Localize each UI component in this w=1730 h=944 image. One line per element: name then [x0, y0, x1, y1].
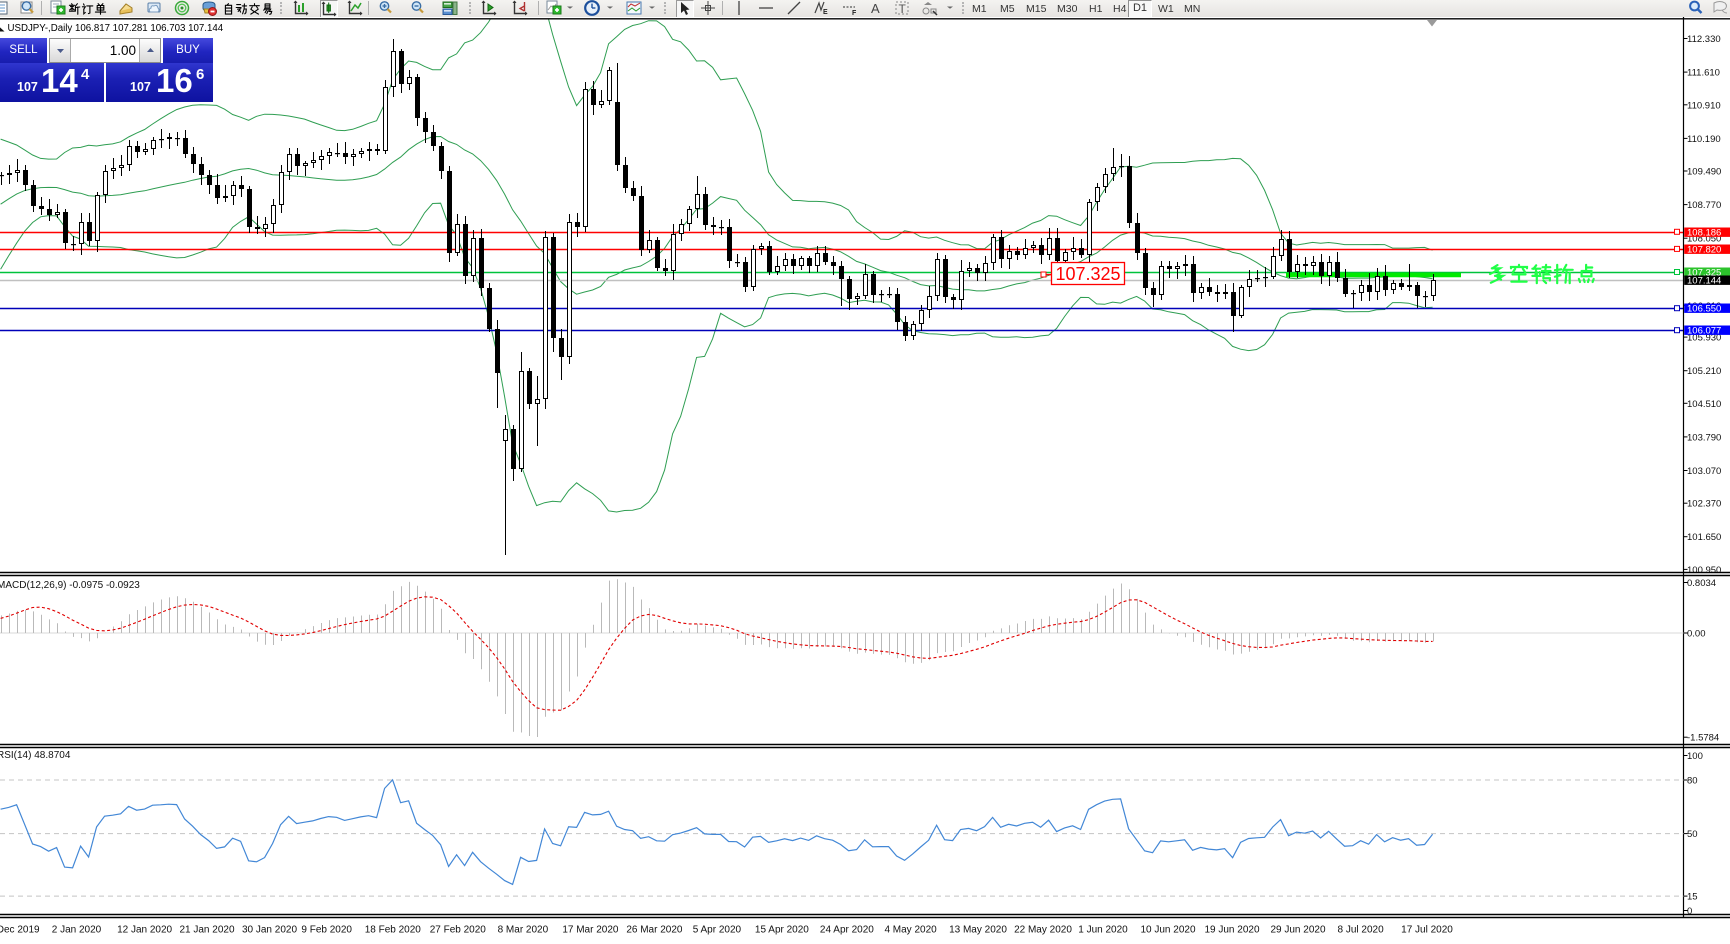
svg-text:29 Jun 2020: 29 Jun 2020 — [1270, 925, 1325, 936]
svg-text:24 Apr 2020: 24 Apr 2020 — [820, 925, 874, 936]
svg-text:27 Feb 2020: 27 Feb 2020 — [430, 925, 487, 936]
svg-text:111.610: 111.610 — [1687, 68, 1720, 79]
svg-text:100: 100 — [1687, 751, 1703, 762]
svg-text:4 May 2020: 4 May 2020 — [884, 925, 937, 936]
svg-text:107.325: 107.325 — [1687, 268, 1721, 279]
svg-text:0.8034: 0.8034 — [1687, 578, 1716, 589]
svg-text:104.510: 104.510 — [1687, 399, 1721, 410]
svg-text:F: F — [852, 10, 857, 16]
svg-text:22 May 2020: 22 May 2020 — [1014, 925, 1072, 936]
svg-text:107.820: 107.820 — [1687, 245, 1721, 256]
svg-text:RSI(14) 48.8704: RSI(14) 48.8704 — [0, 750, 71, 761]
svg-text:2 Jan 2020: 2 Jan 2020 — [52, 925, 102, 936]
svg-text:A: A — [871, 1, 880, 16]
svg-text:E: E — [823, 9, 828, 16]
svg-text:USDJPY-,Daily 106.817 107.281: USDJPY-,Daily 106.817 107.281 106.703 10… — [8, 23, 224, 34]
svg-text:102.370: 102.370 — [1687, 499, 1721, 510]
svg-text:T: T — [899, 2, 907, 16]
svg-text:18 Feb 2020: 18 Feb 2020 — [365, 925, 422, 936]
svg-text:17 Jul 2020: 17 Jul 2020 — [1401, 925, 1453, 936]
svg-text:107.325: 107.325 — [1055, 264, 1120, 284]
svg-text:26 Mar 2020: 26 Mar 2020 — [626, 925, 683, 936]
svg-text:19 Jun 2020: 19 Jun 2020 — [1204, 925, 1259, 936]
svg-text:109.490: 109.490 — [1687, 167, 1721, 178]
svg-text:-1.5784: -1.5784 — [1687, 733, 1719, 744]
svg-text:MACD(12,26,9) -0.0975 -0.0923: MACD(12,26,9) -0.0975 -0.0923 — [0, 580, 140, 591]
svg-text:12 Jan 2020: 12 Jan 2020 — [117, 925, 172, 936]
svg-text:8 Jul 2020: 8 Jul 2020 — [1338, 925, 1385, 936]
svg-text:80: 80 — [1687, 776, 1698, 787]
svg-text:15 Apr 2020: 15 Apr 2020 — [755, 925, 809, 936]
svg-text:110.190: 110.190 — [1687, 134, 1721, 145]
svg-text:105.210: 105.210 — [1687, 366, 1721, 377]
svg-text:100.950: 100.950 — [1687, 565, 1721, 576]
svg-text:10 Jun 2020: 10 Jun 2020 — [1140, 925, 1195, 936]
svg-text:103.790: 103.790 — [1687, 432, 1721, 443]
svg-text:1 Jun 2020: 1 Jun 2020 — [1078, 925, 1128, 936]
svg-text:108.186: 108.186 — [1687, 228, 1721, 239]
svg-text:17 Mar 2020: 17 Mar 2020 — [562, 925, 619, 936]
svg-text:0.00: 0.00 — [1687, 629, 1706, 640]
svg-text:4 Dec 2019: 4 Dec 2019 — [0, 925, 40, 936]
svg-text:106.550: 106.550 — [1687, 304, 1721, 315]
svg-text:13 May 2020: 13 May 2020 — [949, 925, 1007, 936]
svg-text:50: 50 — [1687, 829, 1698, 840]
svg-text:107.144: 107.144 — [1687, 276, 1721, 287]
svg-text:106.077: 106.077 — [1687, 326, 1721, 337]
svg-text:30 Jan 2020: 30 Jan 2020 — [242, 925, 297, 936]
svg-text:0: 0 — [1687, 906, 1692, 917]
svg-text:5 Apr 2020: 5 Apr 2020 — [693, 925, 742, 936]
svg-text:8 Mar 2020: 8 Mar 2020 — [498, 925, 549, 936]
svg-text:103.070: 103.070 — [1687, 466, 1721, 477]
svg-text:101.650: 101.650 — [1687, 532, 1721, 543]
svg-text:110.910: 110.910 — [1687, 100, 1721, 111]
svg-text:105.930: 105.930 — [1687, 333, 1721, 344]
svg-text:21 Jan 2020: 21 Jan 2020 — [179, 925, 234, 936]
svg-text:9 Feb 2020: 9 Feb 2020 — [301, 925, 352, 936]
svg-text:112.330: 112.330 — [1687, 34, 1721, 45]
svg-text:15: 15 — [1687, 892, 1698, 903]
svg-text:108.050: 108.050 — [1687, 234, 1721, 245]
svg-text:108.770: 108.770 — [1687, 200, 1721, 211]
